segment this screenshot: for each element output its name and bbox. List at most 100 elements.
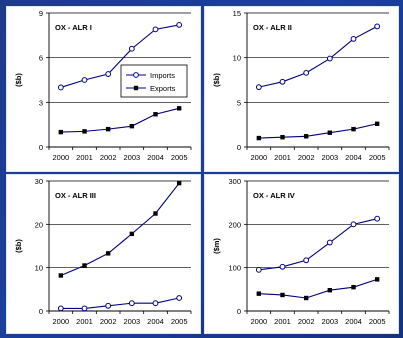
data-point-circle: [81, 77, 88, 83]
data-point-square: [105, 251, 111, 256]
data-point-circle: [81, 305, 88, 312]
chart-title: OX - ALR II: [253, 23, 292, 32]
y-tick-label: 20: [35, 220, 43, 229]
title-background: [249, 188, 310, 201]
y-tick-label: 0: [39, 143, 43, 152]
legend-marker-square: [133, 85, 139, 91]
x-tick-label: 2003: [123, 317, 140, 326]
data-point-circle: [105, 302, 112, 309]
data-point-square: [256, 135, 262, 141]
data-point-circle: [303, 257, 310, 264]
chart-alr-1: 0 3 6 9 2000 2001 2002 2003 2004 2005 ($b) OX - ALR…: [14, 9, 192, 162]
series-line-2: [60, 297, 180, 309]
y-tick-label: 0: [237, 143, 241, 152]
data-point-square: [351, 284, 356, 290]
title-background: [51, 188, 117, 201]
data-point-circle: [152, 26, 159, 33]
data-point-square: [374, 277, 380, 282]
series-line-1: [258, 25, 378, 88]
data-point-square: [129, 123, 135, 129]
data-point-square: [58, 129, 64, 135]
data-point-square: [374, 121, 380, 126]
data-point-circle: [255, 84, 262, 91]
data-point-circle: [176, 295, 183, 301]
data-point-circle: [350, 221, 357, 228]
data-point-circle: [374, 23, 381, 30]
data-point-circle: [176, 22, 183, 28]
y-tick-label: 10: [233, 54, 241, 63]
x-tick-label: 2005: [171, 317, 188, 326]
title-background: [51, 20, 107, 33]
legend-marker-circle: [133, 72, 139, 78]
series-line-2: [258, 278, 378, 299]
data-point-square: [105, 126, 111, 132]
y-tick-label: 6: [39, 54, 43, 63]
data-point-square: [176, 180, 182, 186]
data-point-circle: [279, 263, 286, 270]
data-point-circle: [255, 266, 262, 273]
data-point-square: [153, 211, 158, 216]
chart-panel-1: 0 3 6 9 2000 2001 2002 2003 2004 2005 ($b) OX - ALR…: [6, 6, 201, 172]
x-tick-label: 2004: [147, 317, 164, 326]
y-tick-label: 300: [228, 177, 241, 186]
x-tick-label: 2001: [76, 153, 93, 162]
series-line-2: [258, 123, 378, 139]
data-point-circle: [303, 69, 310, 76]
x-tick-label: 2003: [321, 153, 338, 162]
data-point-square: [153, 112, 158, 117]
data-point-square: [303, 295, 309, 301]
y-tick-label: 0: [237, 307, 241, 316]
chart-panel-4: 0 100 200 300 2000 2001 2002 2003 2004 2005 ($m) OX…: [204, 174, 399, 334]
chart-title: OX - ALR IV: [253, 191, 295, 200]
chart-alr-3: 0 10 20 30 2000 2001 2002 2003 2004 2005 ($b) OX - …: [14, 177, 192, 326]
data-point-circle: [326, 239, 333, 246]
y-tick-label: 15: [233, 9, 241, 18]
data-point-circle: [57, 84, 64, 91]
data-point-circle: [350, 36, 357, 42]
data-point-square: [280, 134, 285, 140]
x-tick-label: 2005: [369, 317, 386, 326]
series-line-1: [60, 24, 180, 88]
data-point-square: [327, 130, 333, 135]
x-tick-label: 2004: [147, 153, 164, 162]
y-tick-label: 0: [39, 307, 43, 316]
data-point-circle: [57, 305, 64, 312]
y-tick-label: 100: [228, 264, 241, 273]
data-point-circle: [326, 55, 333, 62]
x-tick-label: 2000: [250, 317, 267, 326]
y-tick-label: 3: [39, 98, 43, 107]
x-tick-label: 2000: [52, 317, 69, 326]
data-point-square: [129, 231, 135, 237]
data-point-circle: [128, 45, 135, 52]
data-point-circle: [279, 78, 286, 85]
y-tick-label: 9: [39, 9, 43, 18]
legend-box: [120, 64, 188, 98]
x-tick-label: 2004: [345, 153, 362, 162]
x-tick-label: 2005: [171, 153, 188, 162]
data-point-square: [82, 129, 87, 134]
data-point-circle: [152, 300, 159, 307]
y-axis-label: ($b): [212, 73, 221, 87]
x-tick-label: 2002: [298, 153, 315, 162]
chart-panel-2: 0 5 10 15 2000 2001 2002 2003 2004 2005 ($b) OX - A…: [204, 6, 399, 172]
data-point-square: [351, 126, 356, 132]
y-axis-label: ($b): [14, 73, 23, 87]
data-point-square: [176, 106, 182, 111]
x-tick-label: 2000: [250, 153, 267, 162]
x-tick-label: 2000: [52, 153, 69, 162]
chart-title: OX - ALR III: [55, 191, 96, 200]
x-tick-label: 2002: [100, 153, 117, 162]
x-tick-label: 2004: [345, 317, 362, 326]
x-tick-label: 2002: [298, 317, 315, 326]
y-tick-label: 200: [228, 220, 241, 229]
x-tick-label: 2001: [274, 317, 291, 326]
series-line-2: [60, 107, 180, 133]
series-line-1: [258, 218, 378, 271]
data-point-square: [82, 263, 87, 268]
x-tick-label: 2003: [123, 153, 140, 162]
x-tick-label: 2003: [321, 317, 338, 326]
data-point-square: [256, 291, 262, 296]
data-point-circle: [105, 71, 112, 77]
legend-label: Imports: [150, 71, 175, 80]
chart-alr-2: 0 5 10 15 2000 2001 2002 2003 2004 2005 ($b) OX - A…: [212, 9, 390, 162]
